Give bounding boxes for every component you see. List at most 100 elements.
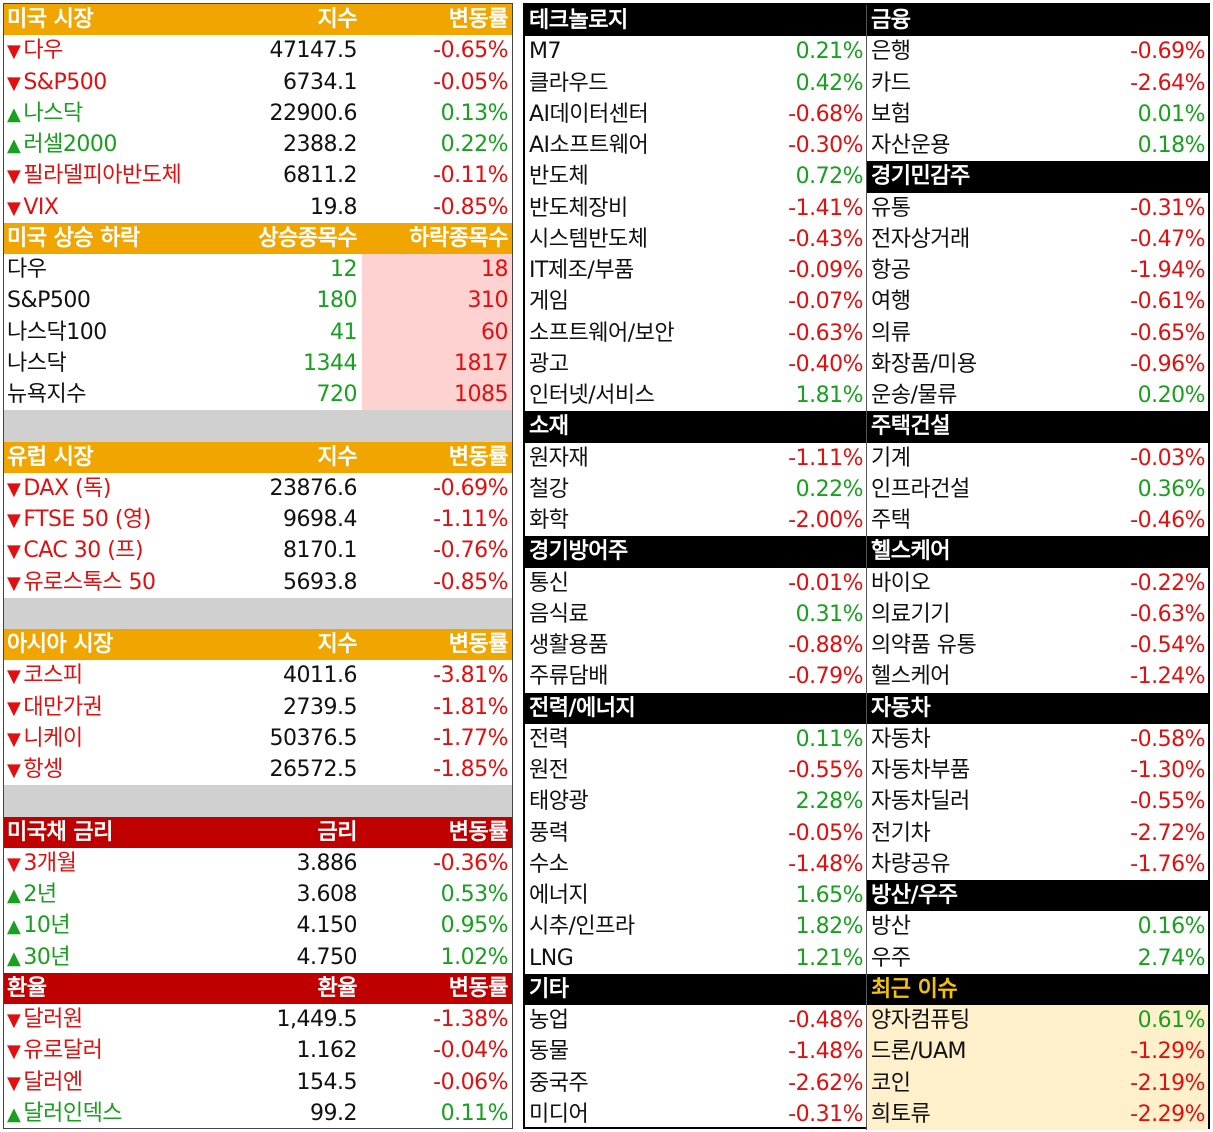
sector-name: 원전 [529,758,569,783]
sector-name: 차량공유 [871,851,950,877]
sector-header-title: 최근 이슈 [871,976,958,1002]
europe-row: ▼ FTSE 50 (영) 9698.4 -1.11% [4,504,512,535]
header-col-1: 환율 [317,975,358,1001]
sector-change: -1.11% [788,445,863,471]
sector-name: 보험 [871,101,911,127]
asia-value: 26572.5 [269,757,358,782]
column-divider [866,755,867,787]
asia-value: 4011.6 [283,663,357,689]
sector-cell: 희토류 -2.29% [867,1098,1208,1130]
sector-row: AI소프트웨어 -0.30% 자산운용 0.18% [525,130,1208,162]
sector-change: 1.21% [795,945,864,971]
europe-row: ▼ DAX (독) 23876.6 -0.69% [4,473,512,504]
down-triangle-icon: ▼ [7,666,21,688]
sector-cell: 생활용품 -0.88% [525,630,866,661]
sector-name: 바이오 [871,570,931,596]
column-divider [866,505,867,537]
column-divider [866,411,867,443]
column-divider [866,630,867,662]
sector-change: -2.19% [1130,1070,1205,1096]
sector-name: 우주 [871,945,911,971]
sector-cell: 중국주 -2.62% [525,1068,866,1099]
sector-cell: 주류담배 -0.79% [525,661,866,692]
fx-change: 0.11% [440,1100,509,1126]
sector-cell: 보험 0.01% [867,99,1208,130]
sector-row: 기타 최근 이슈 [525,973,1208,1005]
asia-row: ▼ 코스피 4011.6 -3.81% [4,660,512,691]
up-triangle-icon: ▲ [7,885,21,906]
sector-cell: 바이오 -0.22% [867,568,1208,599]
us-market-name: ▼ 다우 [7,35,63,66]
sector-change: -0.96% [1130,351,1205,377]
sector-cell: 광고 -0.40% [525,349,866,380]
us-market-value: 6811.2 [283,163,357,189]
sector-cell: 농업 -0.48% [525,1005,866,1036]
breadth-down-count: 310 [362,285,512,317]
sector-cell: 주택 -0.46% [867,505,1208,536]
fx-label: 달러엔 [23,1069,83,1095]
header-col-2: 변동률 [448,975,509,1001]
sector-name: 음식료 [529,601,589,627]
sector-name: 철강 [529,476,569,502]
header-title: 미국 상승 하락 [7,225,140,251]
sector-cell: 헬스케어 -1.24% [867,661,1208,692]
sector-name: 풍력 [529,820,569,846]
down-triangle-icon: ▼ [7,1072,21,1094]
sector-cell: 기계 -0.03% [867,443,1208,474]
europe-value: 8170.1 [283,538,357,564]
down-triangle-icon: ▼ [7,41,21,63]
sector-name: 통신 [529,570,569,596]
sector-name: 양자컴퓨팅 [871,1008,970,1033]
sector-row: 수소 -1.48% 차량공유 -1.76% [525,848,1208,880]
treasury-row: ▲ 30년 4.750 1.02% [4,942,512,973]
fx-name: ▼ 달러원 [7,1004,83,1035]
fx-change: -1.38% [433,1007,508,1032]
sector-row: 풍력 -0.05% 전기차 -2.72% [525,817,1208,849]
fx-value: 1.162 [296,1038,358,1064]
sector-change: 0.72% [795,164,864,190]
sector-header: 기타 [525,973,866,1005]
sector-header: 최근 이슈 [867,973,1208,1005]
fx-row: ▼ 유로달러 1.162 -0.04% [4,1035,512,1066]
column-divider [866,598,867,630]
sector-name: 미디어 [529,1101,589,1127]
fx-label: 달러원 [23,1007,83,1032]
sector-change: -0.47% [1130,226,1205,252]
sector-cell: 양자컴퓨팅 0.61% [867,1005,1208,1037]
sector-name: 태양광 [529,789,589,815]
sector-header-title: 주택건설 [871,414,950,440]
sector-header-title: 헬스케어 [871,539,950,565]
right-panel: 테크놀로지 금융 M7 0.21% 은행 -0.69% 클라우드 0.42% 카드 -2.64% A… [523,3,1210,1130]
sector-cell: 자동차딜러 -0.55% [867,786,1208,817]
column-divider [866,567,867,599]
column-divider [866,536,867,568]
breadth-row: 나스닥100 41 60 [4,316,512,348]
section-gap [4,785,512,817]
sector-cell: 전기차 -2.72% [867,818,1208,849]
sector-change: -0.65% [1130,320,1205,346]
treasury-name: ▲ 10년 [7,910,71,941]
sector-change: -0.40% [788,351,863,377]
breadth-up-count: 41 [330,319,358,345]
sector-row: 게임 -0.07% 여행 -0.61% [525,286,1208,318]
sector-change: 1.65% [795,883,864,908]
sector-name: 중국주 [529,1070,589,1096]
sector-change: -0.31% [1130,195,1205,221]
sector-cell: 통신 -0.01% [525,568,866,599]
sector-name: 전기차 [871,820,931,846]
sector-name: 소프트웨어/보안 [529,320,675,346]
breadth-up-count: 1344 [303,350,358,376]
up-triangle-icon: ▲ [7,916,21,938]
sector-change: -0.61% [1130,289,1205,315]
asia-label: 항셍 [23,757,63,782]
down-triangle-icon: ▼ [7,510,21,531]
sector-cell: 수소 -1.48% [525,849,866,880]
header-col-1: 지수 [317,632,358,657]
sector-row: 주류담배 -0.79% 헬스케어 -1.24% [525,661,1208,693]
column-divider [866,380,867,412]
sector-change: -0.55% [788,758,863,783]
europe-row: ▼ 유로스톡스 50 5693.8 -0.85% [4,567,512,598]
breadth-name: 뉴욕지수 [7,382,86,407]
fx-row: ▼ 달러엔 154.5 -0.06% [4,1067,512,1098]
sector-change: 2.28% [795,789,864,815]
